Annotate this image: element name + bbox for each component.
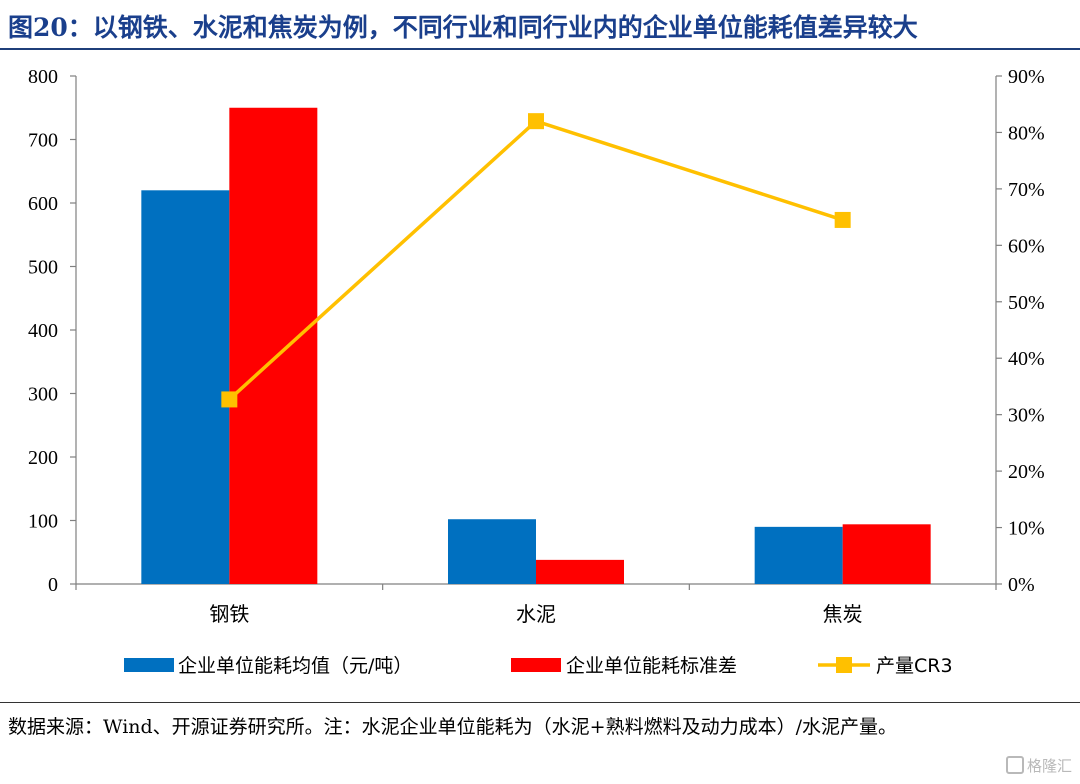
left-axis: 0 100 200 300 400 500 600 700 800 [28, 66, 77, 596]
right-tick-label: 90% [1008, 66, 1045, 88]
right-tick-label: 0% [1008, 574, 1035, 596]
right-axis: 0% 10% 20% 30% 40% 50% 60% 70% 80% 90% [995, 66, 1045, 596]
legend-label-cr3: 产量CR3 [876, 655, 953, 677]
right-tick-label: 30% [1008, 405, 1045, 427]
std-bar [842, 524, 931, 584]
title-bar: 图20：以钢铁、水泥和焦炭为例，不同行业和同行业内的企业单位能耗值差异较大 [0, 0, 1080, 50]
chart-title: 图20：以钢铁、水泥和焦炭为例，不同行业和同行业内的企业单位能耗值差异较大 [8, 13, 918, 42]
legend-label-mean: 企业单位能耗均值（元/吨） [178, 655, 412, 677]
legend-swatch-cr3-marker [836, 657, 852, 673]
left-tick-label: 500 [28, 257, 58, 279]
category-label: 焦炭 [823, 602, 863, 626]
cr3-line [228, 119, 844, 401]
x-axis: 钢铁 水泥 焦炭 [75, 583, 997, 626]
cr3-marker [834, 211, 851, 228]
source-divider [0, 702, 1080, 703]
right-tick-label: 60% [1008, 235, 1045, 257]
left-tick-label: 0 [48, 574, 58, 596]
watermark: 格隆汇 [1005, 755, 1072, 776]
left-tick-label: 600 [28, 193, 58, 215]
left-tick-label: 200 [28, 447, 58, 469]
legend-label-std: 企业单位能耗标准差 [566, 655, 737, 677]
left-tick-label: 800 [28, 66, 58, 88]
source-note: 数据来源：Wind、开源证券研究所。注：水泥企业单位能耗为（水泥+熟料燃料及动力… [8, 716, 897, 738]
right-tick-label: 40% [1008, 348, 1045, 370]
right-tick-label: 50% [1008, 292, 1045, 314]
bar-series [141, 107, 931, 585]
watermark-text: 格隆汇 [1026, 757, 1072, 775]
right-tick-label: 80% [1008, 122, 1045, 144]
legend-swatch-mean [124, 658, 174, 672]
legend-swatch-std [511, 658, 561, 672]
legend: 企业单位能耗均值（元/吨） 企业单位能耗标准差 产量CR3 [124, 655, 953, 677]
mean-bar [754, 526, 843, 584]
right-tick-label: 10% [1008, 518, 1045, 540]
category-label: 水泥 [516, 602, 556, 626]
std-bar [536, 559, 624, 584]
category-label: 钢铁 [209, 602, 249, 626]
left-tick-label: 300 [28, 384, 58, 406]
right-tick-label: 20% [1008, 461, 1045, 483]
watermark-logo-icon [1005, 756, 1024, 774]
mean-bar [141, 190, 230, 585]
combo-chart: 0 100 200 300 400 500 600 700 800 0% 10% 20% 30% 40%… [28, 66, 1045, 677]
left-tick-label: 400 [28, 320, 58, 342]
cr3-line-series [221, 113, 851, 408]
left-tick-label: 100 [28, 511, 58, 533]
left-tick-label: 700 [28, 130, 58, 152]
right-tick-label: 70% [1008, 179, 1045, 201]
mean-bar [448, 519, 536, 584]
std-bar [229, 107, 318, 584]
cr3-marker [221, 391, 238, 408]
cr3-marker [528, 113, 544, 130]
